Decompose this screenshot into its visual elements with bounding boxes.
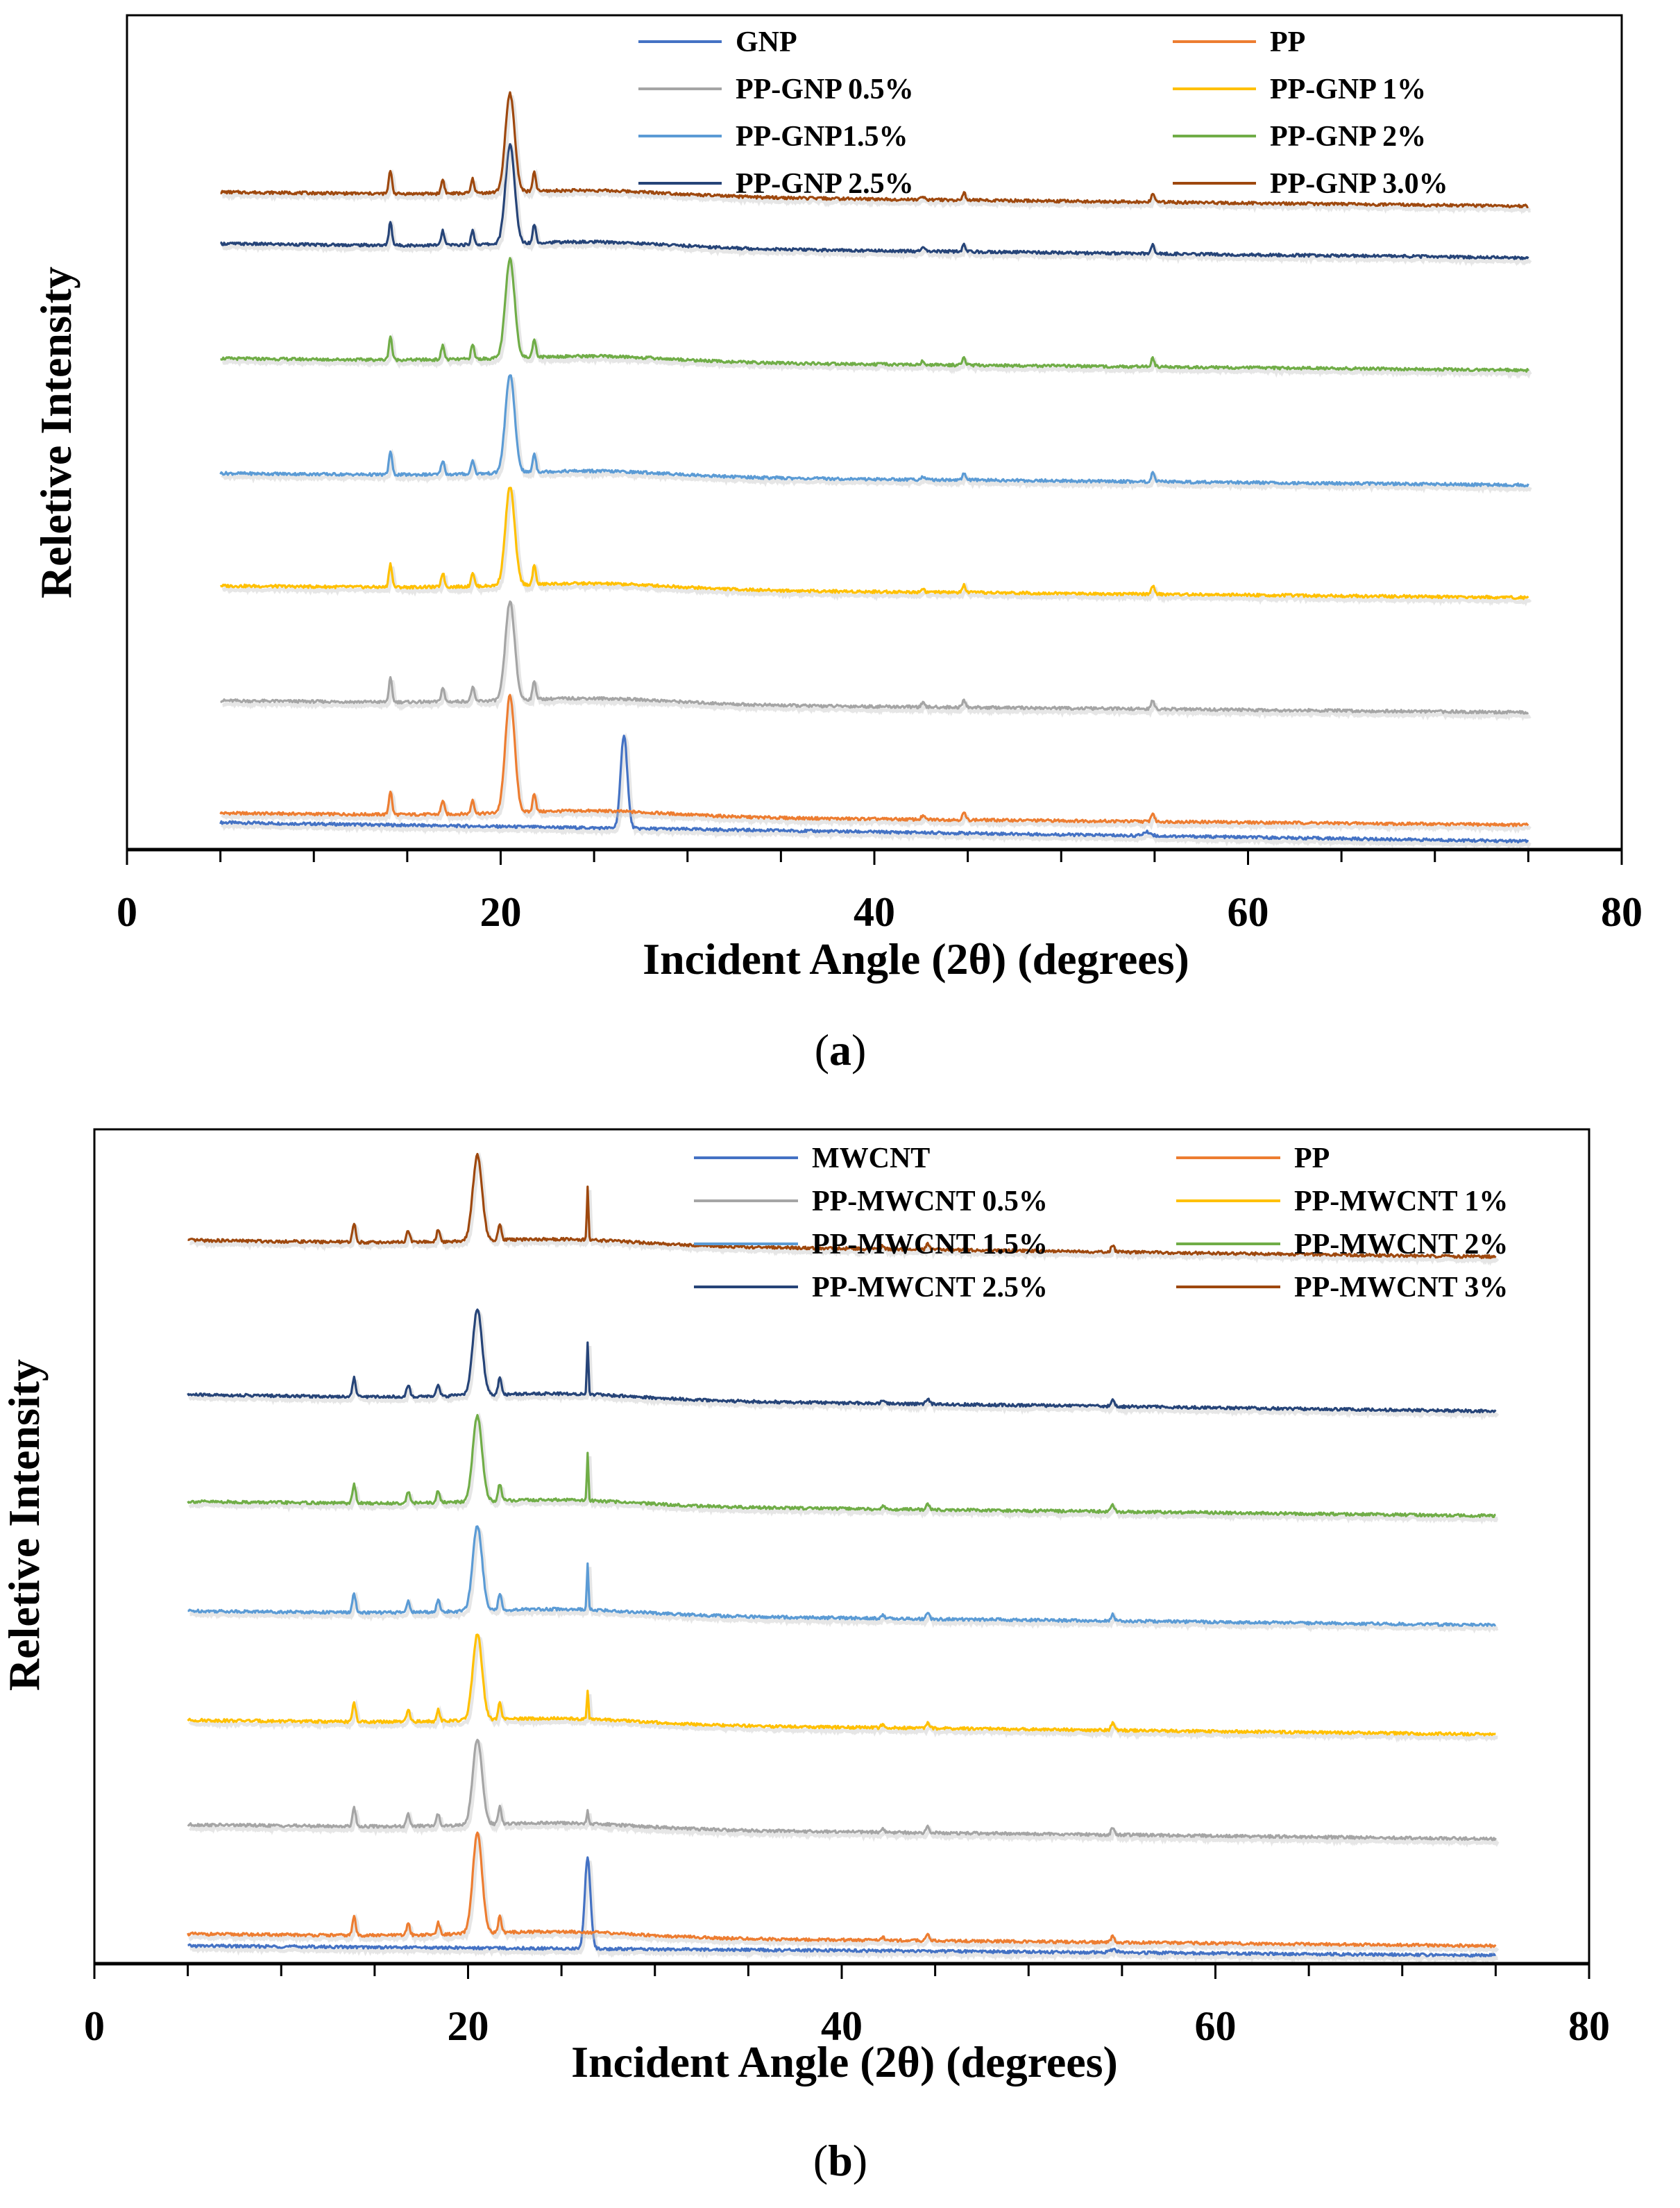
legend-label-a-0: GNP	[736, 26, 797, 58]
series-line-a-0	[219, 734, 1529, 844]
x-tick-label-b-1: 20	[448, 2003, 489, 2049]
series-line-a-7	[220, 91, 1529, 209]
panel-letter-b: b	[828, 2136, 853, 2185]
legend-a: GNP PP PP-GNP 0.5% PP-GNP 1% PP-GNP1.5% PP-GN…	[638, 26, 1448, 200]
x-tick-label-a-3: 60	[1228, 889, 1269, 935]
panel-letter-a: a	[829, 1025, 851, 1074]
legend-label-b-0: MWCNT	[812, 1143, 930, 1174]
series-shadow-a-3	[221, 489, 1532, 607]
series-shadow-b-5	[188, 1412, 1499, 1525]
series-line-b-2	[187, 1738, 1497, 1842]
series-shadow-a-4	[221, 377, 1532, 494]
legend-label-b-6: PP-MWCNT 2.5%	[812, 1272, 1048, 1304]
series-shadow-b-4	[189, 1528, 1499, 1634]
x-tick-label-a-2: 40	[854, 889, 895, 935]
series-line-b-5	[187, 1414, 1496, 1519]
legend-label-a-1: PP	[1270, 26, 1305, 58]
legend-label-b-4: PP-MWCNT 1.5%	[812, 1229, 1048, 1261]
x-tick-label-a-0: 0	[117, 889, 137, 935]
series-shadow-a-1	[221, 693, 1531, 834]
series-shadow-a-7	[221, 95, 1531, 214]
y-axis-title-a: Reletive Intensity	[31, 267, 80, 598]
panel-a: 0 20 40 60 80 GNP PP PP-GNP 0.5% PP-GNP 1% PP-GN…	[31, 14, 1643, 1074]
legend-label-a-2: PP-GNP 0.5%	[736, 74, 914, 106]
legend-label-b-2: PP-MWCNT 0.5%	[812, 1186, 1048, 1217]
series-shadow-a-2	[222, 602, 1531, 721]
series-line-a-2	[220, 600, 1529, 715]
series-line-b-1	[187, 1831, 1497, 1948]
x-axis-title-b: Incident Angle (2θ) (degrees)	[571, 2037, 1118, 2087]
legend-b: MWCNT PP PP-MWCNT 0.5% PP-MWCNT 1% PP-MWCNT …	[694, 1143, 1508, 1304]
legend-label-a-4: PP-GNP1.5%	[736, 121, 908, 153]
legend-label-a-5: PP-GNP 2%	[1270, 121, 1426, 153]
curves-a	[219, 91, 1532, 850]
legend-label-a-3: PP-GNP 1%	[1270, 74, 1426, 106]
series-line-b-4	[187, 1525, 1497, 1627]
series-line-a-6	[219, 143, 1529, 260]
legend-label-b-7: PP-MWCNT 3%	[1294, 1272, 1508, 1304]
series-shadow-a-6	[221, 142, 1532, 267]
series-line-a-3	[219, 487, 1529, 600]
legend-label-a-7: PP-GNP 3.0%	[1270, 168, 1448, 200]
x-axis-b: 0 20 40 60 80	[84, 1962, 1610, 2049]
y-axis-title-b: Reletive Intensity	[0, 1359, 49, 1691]
x-tick-label-a-4: 80	[1601, 889, 1643, 935]
series-line-a-5	[220, 257, 1529, 373]
x-tick-label-b-4: 80	[1568, 2003, 1610, 2049]
series-shadow-b-1	[188, 1832, 1500, 1955]
curves-b	[187, 1152, 1500, 1964]
panel-label-a: (a)	[815, 1025, 867, 1074]
series-line-b-0	[187, 1856, 1496, 1958]
series-shadow-b-6	[188, 1309, 1500, 1421]
panel-b: 0 20 40 60 80 MWCNT PP PP-MWCNT 0.5% PP-MWCNT 1…	[0, 1128, 1610, 2185]
series-shadow-b-7	[189, 1152, 1500, 1266]
series-line-a-1	[219, 693, 1529, 827]
series-shadow-a-0	[221, 732, 1531, 850]
series-line-b-3	[187, 1633, 1496, 1737]
series-shadow-b-0	[189, 1860, 1498, 1964]
x-axis-title-a: Incident Angle (2θ) (degrees)	[643, 934, 1189, 984]
x-tick-label-b-3: 60	[1195, 2003, 1237, 2049]
series-shadow-a-5	[221, 255, 1532, 379]
series-shadow-b-3	[188, 1636, 1498, 1744]
series-line-b-6	[187, 1308, 1497, 1414]
legend-label-b-5: PP-MWCNT 2%	[1294, 1229, 1508, 1261]
legend-label-b-3: PP-MWCNT 1%	[1294, 1186, 1508, 1217]
legend-label-a-6: PP-GNP 2.5%	[736, 168, 914, 200]
series-line-b-7	[187, 1152, 1497, 1259]
legend-label-b-1: PP	[1294, 1143, 1330, 1174]
x-axis-a: 0 20 40 60 80	[117, 848, 1643, 935]
panel-label-b: (b)	[813, 2136, 867, 2185]
x-tick-label-a-1: 20	[480, 889, 522, 935]
series-line-a-4	[219, 374, 1529, 488]
series-shadow-b-2	[189, 1739, 1500, 1848]
x-tick-label-b-0: 0	[84, 2003, 105, 2049]
x-tick-label-b-2: 40	[821, 2003, 863, 2049]
